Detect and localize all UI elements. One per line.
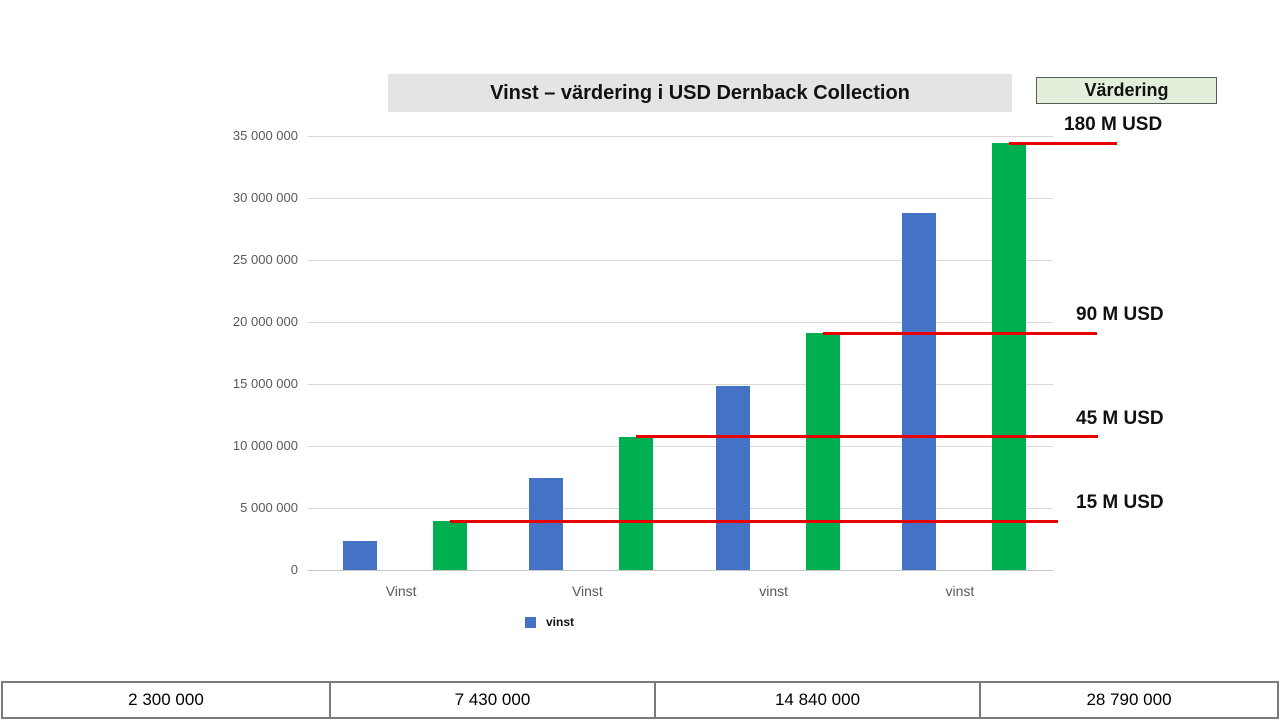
- bar-vinst-2: [715, 385, 750, 570]
- category-label-2: vinst: [759, 583, 789, 599]
- gridline-0: [308, 569, 1053, 571]
- chart-legend: vinst: [525, 615, 574, 629]
- gridline-35000000: [308, 135, 1053, 137]
- bar-vinst-1: [529, 477, 564, 570]
- marker-label-90-M-USD: 90 M USD: [1076, 304, 1164, 326]
- bar-green-3: [991, 143, 1026, 570]
- marker-label-180-M-USD: 180 M USD: [1064, 114, 1163, 136]
- bar-chart[interactable]: [0, 120, 1280, 660]
- gridline-30000000: [308, 197, 1053, 199]
- table-cell-1[interactable]: 7 430 000: [329, 683, 654, 717]
- marker-line-90-M-USD: [822, 331, 1097, 335]
- y-axis-tick-label: 0: [290, 562, 298, 577]
- bar-green-2: [805, 333, 840, 570]
- gridline-15000000: [308, 383, 1053, 385]
- category-label-3: vinst: [945, 583, 975, 599]
- marker-line-180-M-USD: [1008, 141, 1117, 145]
- y-axis-tick-label: 35 000 000: [232, 128, 298, 143]
- y-axis-tick-label: 30 000 000: [232, 190, 298, 205]
- vardering-header: Värdering: [1036, 77, 1217, 104]
- y-axis-tick-label: 20 000 000: [232, 314, 298, 329]
- category-label-1: Vinst: [571, 583, 603, 599]
- marker-label-15-M-USD: 15 M USD: [1076, 492, 1164, 514]
- gridline-20000000: [308, 321, 1053, 323]
- marker-label-45-M-USD: 45 M USD: [1076, 407, 1164, 429]
- category-label-0: Vinst: [385, 583, 417, 599]
- y-axis-tick-label: 15 000 000: [232, 376, 298, 391]
- marker-line-45-M-USD: [636, 435, 1098, 439]
- bar-vinst-0: [343, 541, 378, 570]
- bar-green-1: [619, 436, 654, 570]
- table-cell-0[interactable]: 2 300 000: [128, 690, 204, 709]
- bar-vinst-3: [901, 213, 936, 570]
- y-axis-tick-label: 10 000 000: [232, 438, 298, 453]
- legend-label-vinst: vinst: [546, 615, 575, 629]
- table-cell-3[interactable]: 28 790 000: [979, 683, 1277, 717]
- y-axis-tick-label: 25 000 000: [232, 252, 298, 267]
- chart-title-text: Vinst – värdering i USD Dernback Collect…: [490, 81, 910, 104]
- gridline-25000000: [308, 259, 1053, 261]
- vardering-header-text: Värdering: [1084, 80, 1169, 100]
- gridline-5000000: [308, 507, 1053, 509]
- bar-green-0: [433, 521, 468, 570]
- y-axis-tick-label: 5 000 000: [240, 500, 298, 515]
- table-cell-2[interactable]: 14 840 000: [654, 683, 979, 717]
- values-table-row: 2 300 000 7 430 000 14 840 000 28 790 000: [1, 681, 1279, 719]
- gridline-10000000: [308, 445, 1053, 447]
- legend-swatch-vinst: [525, 616, 536, 628]
- chart-title: Vinst – värdering i USD Dernback Collect…: [388, 74, 1012, 112]
- marker-line-15-M-USD: [450, 519, 1058, 523]
